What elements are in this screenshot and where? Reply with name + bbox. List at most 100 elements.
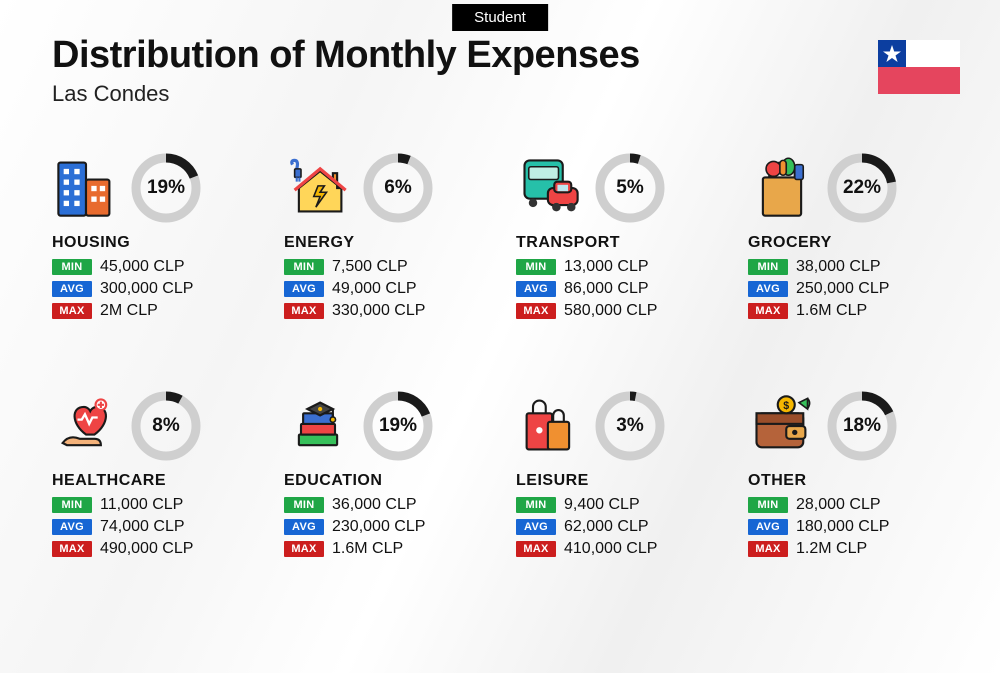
percentage-label: 19% [130,152,202,224]
avg-value: 250,000 CLP [796,280,889,298]
percentage-label: 3% [594,390,666,462]
category-card-housing: 19% HOUSING MIN 45,000 CLP AVG 300,000 C… [52,152,264,320]
percentage-label: 6% [362,152,434,224]
min-value: 38,000 CLP [796,258,881,276]
category-name: LEISURE [516,472,728,490]
min-value: 11,000 CLP [100,496,183,514]
avg-value: 86,000 CLP [564,280,649,298]
stats-block: MIN 11,000 CLP AVG 74,000 CLP MAX 490,00… [52,496,264,558]
stats-block: MIN 36,000 CLP AVG 230,000 CLP MAX 1.6M … [284,496,496,558]
max-value: 490,000 CLP [100,540,193,558]
page-title: Distribution of Monthly Expenses [52,34,640,77]
max-value: 1.2M CLP [796,540,867,558]
avg-tag: AVG [748,281,788,297]
category-name: TRANSPORT [516,234,728,252]
svg-text:$: $ [783,400,789,412]
min-tag: MIN [516,497,556,513]
category-card-transport: 5% TRANSPORT MIN 13,000 CLP AVG 86,000 C… [516,152,728,320]
shopping-bags-icon [516,392,584,460]
category-card-healthcare: 8% HEALTHCARE MIN 11,000 CLP AVG 74,000 … [52,390,264,558]
category-card-other: $ 18% OTHER MIN 28,000 CLP AVG 180,000 C… [748,390,960,558]
avg-tag: AVG [52,281,92,297]
percentage-donut: 22% [826,152,898,224]
max-tag: MAX [748,303,788,319]
avg-value: 49,000 CLP [332,280,417,298]
percentage-label: 8% [130,390,202,462]
min-tag: MIN [52,497,92,513]
max-tag: MAX [748,541,788,557]
stats-block: MIN 38,000 CLP AVG 250,000 CLP MAX 1.6M … [748,258,960,320]
category-card-energy: 6% ENERGY MIN 7,500 CLP AVG 49,000 CLP M… [284,152,496,320]
min-tag: MIN [516,259,556,275]
max-value: 2M CLP [100,302,158,320]
percentage-donut: 19% [130,152,202,224]
grocery-bag-icon [748,154,816,222]
category-card-grocery: 22% GROCERY MIN 38,000 CLP AVG 250,000 C… [748,152,960,320]
max-tag: MAX [284,303,324,319]
percentage-donut: 19% [362,390,434,462]
min-tag: MIN [748,259,788,275]
avg-tag: AVG [52,519,92,535]
avg-value: 180,000 CLP [796,518,889,536]
categories-grid: 19% HOUSING MIN 45,000 CLP AVG 300,000 C… [52,152,960,558]
percentage-donut: 6% [362,152,434,224]
avg-tag: AVG [516,519,556,535]
avg-tag: AVG [284,519,324,535]
max-tag: MAX [52,303,92,319]
max-value: 410,000 CLP [564,540,657,558]
min-value: 28,000 CLP [796,496,881,514]
avg-tag: AVG [516,281,556,297]
chile-flag-icon [878,40,960,94]
min-value: 7,500 CLP [332,258,408,276]
stats-block: MIN 45,000 CLP AVG 300,000 CLP MAX 2M CL… [52,258,264,320]
max-tag: MAX [52,541,92,557]
min-tag: MIN [284,497,324,513]
stats-block: MIN 9,400 CLP AVG 62,000 CLP MAX 410,000… [516,496,728,558]
percentage-donut: 5% [594,152,666,224]
percentage-donut: 18% [826,390,898,462]
min-value: 45,000 CLP [100,258,185,276]
percentage-label: 18% [826,390,898,462]
max-tag: MAX [516,541,556,557]
category-name: ENERGY [284,234,496,252]
min-value: 36,000 CLP [332,496,417,514]
max-value: 1.6M CLP [796,302,867,320]
avg-tag: AVG [284,281,324,297]
stats-block: MIN 28,000 CLP AVG 180,000 CLP MAX 1.2M … [748,496,960,558]
max-tag: MAX [284,541,324,557]
title-area: Distribution of Monthly Expenses Las Con… [52,34,640,107]
category-name: EDUCATION [284,472,496,490]
min-tag: MIN [748,497,788,513]
grad-books-icon [284,392,352,460]
avg-tag: AVG [748,519,788,535]
category-name: HOUSING [52,234,264,252]
avg-value: 62,000 CLP [564,518,649,536]
min-value: 9,400 CLP [564,496,640,514]
category-card-education: 19% EDUCATION MIN 36,000 CLP AVG 230,000… [284,390,496,558]
avg-value: 300,000 CLP [100,280,193,298]
min-value: 13,000 CLP [564,258,649,276]
category-card-leisure: 3% LEISURE MIN 9,400 CLP AVG 62,000 CLP … [516,390,728,558]
percentage-label: 5% [594,152,666,224]
percentage-donut: 3% [594,390,666,462]
max-value: 1.6M CLP [332,540,403,558]
buildings-icon [52,154,120,222]
heart-hand-icon [52,392,120,460]
category-name: GROCERY [748,234,960,252]
stats-block: MIN 7,500 CLP AVG 49,000 CLP MAX 330,000… [284,258,496,320]
house-bolt-icon [284,154,352,222]
max-tag: MAX [516,303,556,319]
avg-value: 230,000 CLP [332,518,425,536]
wallet-icon: $ [748,392,816,460]
max-value: 580,000 CLP [564,302,657,320]
min-tag: MIN [284,259,324,275]
location-subtitle: Las Condes [52,81,640,107]
stats-block: MIN 13,000 CLP AVG 86,000 CLP MAX 580,00… [516,258,728,320]
max-value: 330,000 CLP [332,302,425,320]
percentage-label: 22% [826,152,898,224]
category-name: HEALTHCARE [52,472,264,490]
avg-value: 74,000 CLP [100,518,185,536]
percentage-donut: 8% [130,390,202,462]
percentage-label: 19% [362,390,434,462]
student-badge: Student [452,4,548,31]
